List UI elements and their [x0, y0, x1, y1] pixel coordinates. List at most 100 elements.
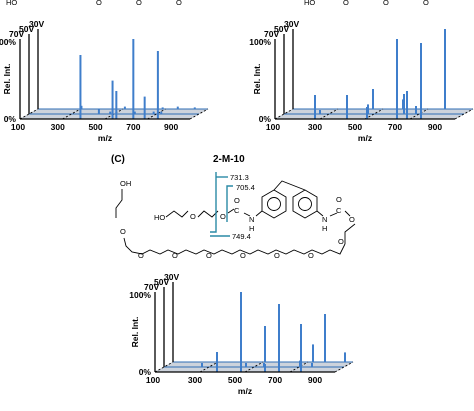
top-structure-fragment: HO O O O HO O O O: [6, 0, 429, 7]
A-depth-guide-4: [189, 108, 209, 120]
B-ylabel: Rel. Int.: [252, 64, 262, 95]
B-xtick-700: 700: [388, 122, 402, 132]
B-ytick-100: 100%: [249, 37, 271, 47]
B-depth-guide-4: [454, 108, 474, 120]
B-xlabel: m/z: [358, 133, 372, 143]
A-ylabel: Rel. Int.: [2, 64, 12, 95]
top-label-o-b2: O: [383, 0, 389, 7]
benzene-ring-right: [292, 189, 318, 219]
A-depth-guide-1: [62, 108, 81, 120]
cn-bond: [243, 212, 251, 217]
B-energy-50V: 50V: [274, 24, 289, 34]
fragment-705: 705.4: [236, 183, 255, 192]
c-o-right: [344, 210, 351, 217]
ether-o-1: O: [120, 227, 126, 236]
chain-bond-2: [197, 210, 219, 218]
carbonyl-o-right: O: [336, 195, 342, 204]
B-depth-guide-2: [364, 108, 384, 120]
C-xlabel: m/z: [238, 386, 252, 396]
A-xlabel: m/z: [98, 133, 112, 143]
C-ytick-100: 100%: [129, 290, 151, 300]
A-ytick-0: 0%: [4, 114, 17, 124]
top-label-o-b1: O: [343, 0, 349, 7]
A-xtick-900: 900: [164, 122, 178, 132]
benzene-ring-left: [261, 189, 287, 219]
C-energy-30V: 30V: [164, 272, 179, 282]
ether-o-2: O: [190, 212, 196, 221]
A-energy-70V: 70V: [9, 29, 24, 39]
hydroxyl-label: OH: [120, 179, 131, 188]
A-depth-guide-2: [104, 108, 124, 120]
C-depth-guide-0: [154, 361, 174, 373]
peg-o-6: O: [308, 251, 314, 260]
top-label-o-b3: O: [423, 0, 429, 7]
C-depth-guide-4: [334, 361, 354, 373]
peg-chain: [123, 237, 346, 255]
C-xtick-700: 700: [268, 375, 282, 385]
A-energy-30V: 30V: [29, 19, 44, 29]
fragment-line-left: [210, 172, 217, 233]
n-ring-bond: [255, 210, 263, 217]
B-energy-70V: 70V: [264, 29, 279, 39]
B-energy-30V: 30V: [284, 19, 299, 29]
chain-start-ho: HO: [154, 213, 165, 222]
amide-n-right: N: [322, 215, 327, 224]
C-xtick-900: 900: [308, 375, 322, 385]
A-depth-guide-0: [19, 108, 39, 120]
B-depth-guide-1: [319, 108, 339, 120]
C-depth-guide-3: [289, 361, 309, 373]
carbonyl-o: O: [234, 196, 240, 205]
peg-o-4: O: [240, 251, 246, 260]
methylene-bridge: [273, 180, 306, 191]
compound-name: 2-M-10: [213, 154, 245, 165]
peg-o-7: O: [338, 237, 344, 246]
C-ytick-0: 0%: [139, 367, 152, 377]
ring-n-bond: [316, 210, 324, 217]
C-ylabel: Rel. Int.: [130, 317, 140, 348]
amide-h-right: H: [322, 224, 327, 233]
amide-n-left: N: [249, 215, 254, 224]
B-depth-guide-3: [409, 108, 429, 120]
C-xtick-500: 500: [228, 375, 242, 385]
ring-left-aromatic: [267, 197, 281, 211]
chemical-structure: OH O HO O O C O N H N H C O O O O: [115, 172, 356, 260]
top-label-o-a3: O: [176, 0, 182, 7]
chain-bond-1: [165, 210, 189, 218]
A-xtick-500: 500: [88, 122, 102, 132]
top-label-o-a1: O: [96, 0, 102, 7]
ester-o: O: [220, 212, 226, 221]
B-ytick-0: 0%: [259, 114, 272, 124]
peg-o-1: O: [138, 251, 144, 260]
B-xtick-900: 900: [428, 122, 442, 132]
B-xtick-100: 100: [266, 122, 280, 132]
carbamate-bond: [227, 208, 235, 214]
C-energy-70V: 70V: [144, 282, 159, 292]
A-energy-50V: 50V: [19, 24, 34, 34]
fragment-bracket-705: [226, 185, 233, 222]
n-c-right: [329, 212, 338, 217]
fragment-brackets: [210, 172, 233, 237]
fragment-749: 749.4: [232, 232, 251, 241]
C-xtick-100: 100: [146, 375, 160, 385]
peg-o-3: O: [206, 251, 212, 260]
carbonyl-c-right: C: [336, 206, 342, 215]
C-xtick-300: 300: [188, 375, 202, 385]
B-xtick-500: 500: [348, 122, 362, 132]
fragment-731: 731.3: [230, 173, 249, 182]
peg-o-2: O: [172, 251, 178, 260]
B-xtick-300: 300: [308, 122, 322, 132]
A-xtick-300: 300: [51, 122, 65, 132]
top-label-ho-b: HO: [304, 0, 315, 7]
top-label-o-a2: O: [136, 0, 142, 7]
A-xtick-100: 100: [11, 122, 25, 132]
amide-h-left: H: [249, 224, 254, 233]
panel-c-label: (C): [111, 154, 125, 165]
C-depth-guide-1: [199, 361, 219, 373]
ester-o-right: O: [349, 215, 355, 224]
A-ytick-100: 100%: [0, 37, 16, 47]
C-depth-guide-2: [244, 361, 264, 373]
